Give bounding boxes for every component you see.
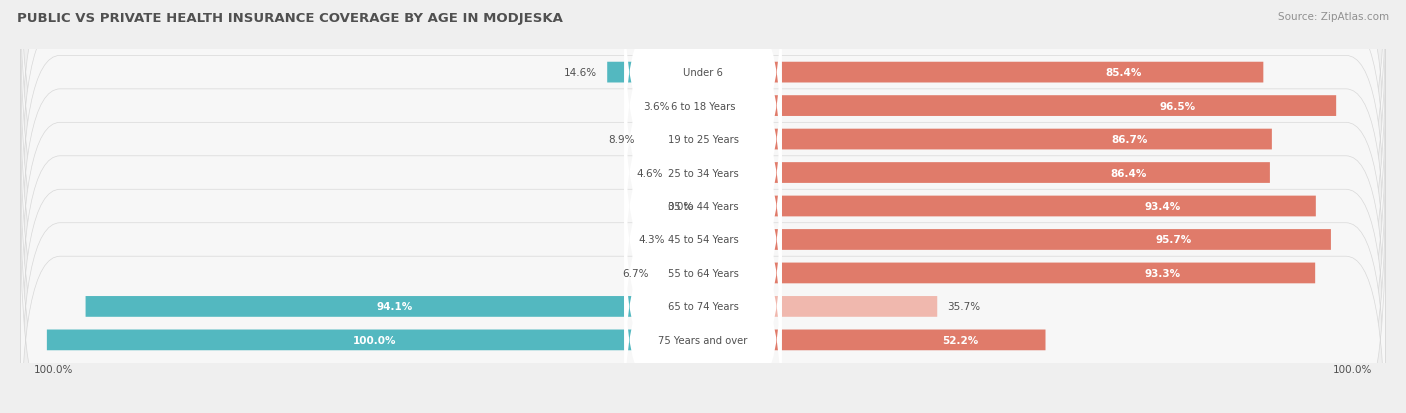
FancyBboxPatch shape [46,330,703,350]
Text: 94.1%: 94.1% [377,301,412,312]
FancyBboxPatch shape [21,190,1385,413]
Text: 93.3%: 93.3% [1144,268,1180,278]
Text: Under 6: Under 6 [683,68,723,78]
FancyBboxPatch shape [703,330,1046,350]
Text: 35.7%: 35.7% [948,301,980,312]
Text: 4.6%: 4.6% [637,168,664,178]
Text: 100.0%: 100.0% [353,335,396,345]
FancyBboxPatch shape [703,63,1264,83]
Text: 3.6%: 3.6% [643,101,669,112]
FancyBboxPatch shape [624,82,782,264]
FancyBboxPatch shape [607,63,703,83]
Text: 75 Years and over: 75 Years and over [658,335,748,345]
FancyBboxPatch shape [703,230,1331,250]
Text: 93.4%: 93.4% [1144,202,1181,211]
FancyBboxPatch shape [21,223,1385,413]
Text: 96.5%: 96.5% [1160,101,1197,112]
FancyBboxPatch shape [21,56,1385,290]
FancyBboxPatch shape [21,157,1385,390]
FancyBboxPatch shape [624,249,782,413]
FancyBboxPatch shape [624,215,782,398]
Text: 6 to 18 Years: 6 to 18 Years [671,101,735,112]
FancyBboxPatch shape [675,230,703,250]
Text: 4.3%: 4.3% [638,235,665,245]
FancyBboxPatch shape [703,263,1315,284]
FancyBboxPatch shape [624,0,782,164]
Text: Source: ZipAtlas.com: Source: ZipAtlas.com [1278,12,1389,22]
FancyBboxPatch shape [21,90,1385,323]
Text: 52.2%: 52.2% [942,335,979,345]
FancyBboxPatch shape [673,163,703,183]
Text: 86.7%: 86.7% [1112,135,1147,145]
Text: 0.0%: 0.0% [666,202,693,211]
FancyBboxPatch shape [644,129,703,150]
Text: 14.6%: 14.6% [564,68,598,78]
FancyBboxPatch shape [21,123,1385,357]
FancyBboxPatch shape [703,129,1272,150]
Text: 65 to 74 Years: 65 to 74 Years [668,301,738,312]
Text: PUBLIC VS PRIVATE HEALTH INSURANCE COVERAGE BY AGE IN MODJESKA: PUBLIC VS PRIVATE HEALTH INSURANCE COVER… [17,12,562,25]
FancyBboxPatch shape [624,149,782,331]
Text: 85.4%: 85.4% [1105,68,1142,78]
Text: 100.0%: 100.0% [1333,364,1372,374]
FancyBboxPatch shape [703,296,938,317]
FancyBboxPatch shape [703,96,1336,117]
Text: 86.4%: 86.4% [1109,168,1146,178]
FancyBboxPatch shape [659,263,703,284]
FancyBboxPatch shape [86,296,703,317]
FancyBboxPatch shape [21,0,1385,190]
FancyBboxPatch shape [21,23,1385,256]
FancyBboxPatch shape [703,196,1316,217]
Text: 35 to 44 Years: 35 to 44 Years [668,202,738,211]
Text: 95.7%: 95.7% [1156,235,1192,245]
FancyBboxPatch shape [703,163,1270,183]
FancyBboxPatch shape [21,0,1385,223]
Text: 55 to 64 Years: 55 to 64 Years [668,268,738,278]
FancyBboxPatch shape [624,115,782,298]
Text: 6.7%: 6.7% [623,268,650,278]
Text: 8.9%: 8.9% [609,135,634,145]
FancyBboxPatch shape [624,182,782,365]
Text: 45 to 54 Years: 45 to 54 Years [668,235,738,245]
Text: 100.0%: 100.0% [34,364,73,374]
FancyBboxPatch shape [624,48,782,231]
Text: 25 to 34 Years: 25 to 34 Years [668,168,738,178]
Text: 19 to 25 Years: 19 to 25 Years [668,135,738,145]
FancyBboxPatch shape [624,15,782,198]
FancyBboxPatch shape [679,96,703,117]
